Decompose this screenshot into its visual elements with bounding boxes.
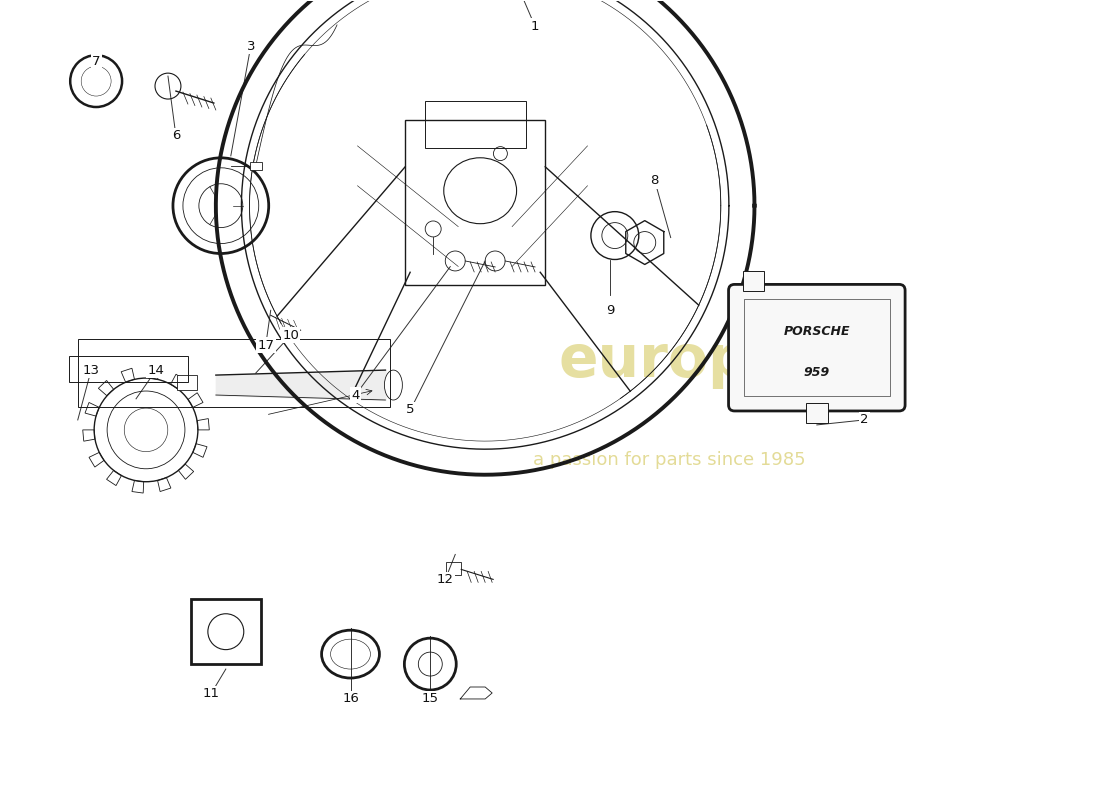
Text: 1: 1 <box>531 20 539 33</box>
Text: 8: 8 <box>650 174 659 187</box>
Text: a passion for parts since 1985: a passion for parts since 1985 <box>534 450 806 469</box>
Text: 15: 15 <box>421 693 439 706</box>
Text: 16: 16 <box>342 693 359 706</box>
Text: 4: 4 <box>351 389 360 402</box>
FancyBboxPatch shape <box>806 403 828 423</box>
Text: 6: 6 <box>172 130 180 142</box>
Text: 2: 2 <box>860 414 869 426</box>
Text: 17: 17 <box>257 338 274 352</box>
Text: 5: 5 <box>406 403 415 417</box>
Text: 14: 14 <box>147 364 164 377</box>
FancyBboxPatch shape <box>728 285 905 411</box>
Text: 9: 9 <box>606 304 614 317</box>
Text: 959: 959 <box>804 366 829 379</box>
FancyBboxPatch shape <box>742 271 764 291</box>
Text: europarts: europarts <box>559 332 881 389</box>
FancyBboxPatch shape <box>191 599 261 664</box>
Ellipse shape <box>384 370 403 400</box>
FancyBboxPatch shape <box>177 374 197 390</box>
FancyBboxPatch shape <box>250 162 262 170</box>
Text: 10: 10 <box>283 329 299 342</box>
Text: PORSCHE: PORSCHE <box>783 325 850 338</box>
Text: 7: 7 <box>92 54 100 68</box>
Text: 3: 3 <box>246 40 255 53</box>
Text: 11: 11 <box>202 687 219 701</box>
Text: 13: 13 <box>82 364 100 377</box>
Text: 12: 12 <box>437 573 454 586</box>
